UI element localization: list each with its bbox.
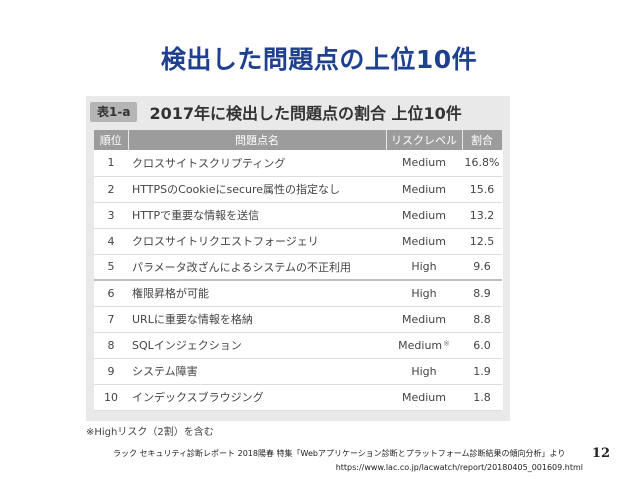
row-risk-level: Medium xyxy=(386,228,462,255)
row-rank: 2 xyxy=(94,176,128,203)
row-issue: SQLインジェクション xyxy=(128,332,386,359)
row-issue: URLに重要な情報を格納 xyxy=(128,306,386,333)
ranking-table: 順位 問題点名 リスクレベル 割合 1 クロスサイトスクリプティング Mediu… xyxy=(94,130,503,411)
row-rank: 9 xyxy=(94,358,128,385)
row-issue: HTTPSのCookieにsecure属性の指定なし xyxy=(128,176,386,203)
footnote-marker: ※ xyxy=(443,338,450,348)
row-issue: パラメータ改ざんによるシステムの不正利用 xyxy=(128,254,386,281)
row-issue: システム障害 xyxy=(128,358,386,385)
row-rank: 7 xyxy=(94,306,128,333)
row-rank: 6 xyxy=(94,280,128,307)
source-citation: ラック セキュリティ診断レポート 2018陽春 特集「Webアプリケーション診断… xyxy=(113,447,583,475)
row-risk-level: High xyxy=(386,280,462,307)
row-rank: 5 xyxy=(94,254,128,281)
row-issue: クロスサイトリクエストフォージェリ xyxy=(128,228,386,255)
row-rank: 3 xyxy=(94,202,128,229)
page-number: 12 xyxy=(591,446,610,461)
row-share: 8.8 xyxy=(462,306,502,333)
row-rank: 10 xyxy=(94,384,128,411)
row-share: 6.0 xyxy=(462,332,502,359)
table-figure: 表1-a 2017年に検出した問題点の割合 上位10件 順位 問題点名 リスクレ… xyxy=(86,96,510,421)
row-risk-level: High xyxy=(386,254,462,281)
row-share: 13.2 xyxy=(462,202,502,229)
source-title: ラック セキュリティ診断レポート 2018陽春 特集「Webアプリケーション診断… xyxy=(113,449,566,458)
row-rank: 8 xyxy=(94,332,128,359)
row-rank: 4 xyxy=(94,228,128,255)
column-header-share: 割合 xyxy=(462,130,503,150)
column-header-risk-level: リスクレベル xyxy=(386,130,463,150)
row-risk-level: Medium xyxy=(386,384,462,411)
row-share: 9.6 xyxy=(462,254,502,281)
table-row: 4 クロスサイトリクエストフォージェリ Medium 12.5 xyxy=(94,228,502,255)
risk-level-text: Medium xyxy=(398,338,443,352)
table-row: 10 インデックスブラウジング Medium 1.8 xyxy=(94,384,502,411)
table-row: 1 クロスサイトスクリプティング Medium 16.8% xyxy=(94,150,502,177)
table-row: 2 HTTPSのCookieにsecure属性の指定なし Medium 15.6 xyxy=(94,176,502,203)
column-header-issue: 問題点名 xyxy=(128,130,387,150)
figure-title: 2017年に検出した問題点の割合 上位10件 xyxy=(149,104,462,123)
row-issue: クロスサイトスクリプティング xyxy=(128,150,386,177)
row-issue: 権限昇格が可能 xyxy=(128,280,386,307)
table-row: 8 SQLインジェクション Medium※ 6.0 xyxy=(94,332,502,359)
row-share: 12.5 xyxy=(462,228,502,255)
row-risk-level: Medium xyxy=(386,202,462,229)
table-footnote: ※Highリスク（2割）を含む xyxy=(86,427,214,438)
table-row: 3 HTTPで重要な情報を送信 Medium 13.2 xyxy=(94,202,502,229)
row-risk-level: High xyxy=(386,358,462,385)
row-rank: 1 xyxy=(94,150,128,177)
row-risk-level: Medium xyxy=(386,150,462,177)
table-row: 7 URLに重要な情報を格納 Medium 8.8 xyxy=(94,306,502,333)
figure-header: 表1-a 2017年に検出した問題点の割合 上位10件 xyxy=(90,100,462,124)
row-issue: インデックスブラウジング xyxy=(128,384,386,411)
slide-title: 検出した問題点の上位10件 xyxy=(160,45,478,74)
table-header-row: 順位 問題点名 リスクレベル 割合 xyxy=(94,130,503,150)
row-share: 15.6 xyxy=(462,176,502,203)
row-share: 16.8% xyxy=(462,150,502,177)
table-row: 6 権限昇格が可能 High 8.9 xyxy=(94,280,502,307)
row-risk-level: Medium※ xyxy=(386,332,462,359)
row-share: 8.9 xyxy=(462,280,502,307)
row-share: 1.8 xyxy=(462,384,502,411)
row-risk-level: Medium xyxy=(386,306,462,333)
row-issue: HTTPで重要な情報を送信 xyxy=(128,202,386,229)
table-row: 9 システム障害 High 1.9 xyxy=(94,358,502,385)
row-risk-level: Medium xyxy=(386,176,462,203)
table-row: 5 パラメータ改ざんによるシステムの不正利用 High 9.6 xyxy=(94,254,502,281)
source-url: https://www.lac.co.jp/lacwatch/report/20… xyxy=(335,463,583,472)
figure-tag: 表1-a xyxy=(90,102,138,122)
row-share: 1.9 xyxy=(462,358,502,385)
column-header-rank: 順位 xyxy=(94,130,129,150)
